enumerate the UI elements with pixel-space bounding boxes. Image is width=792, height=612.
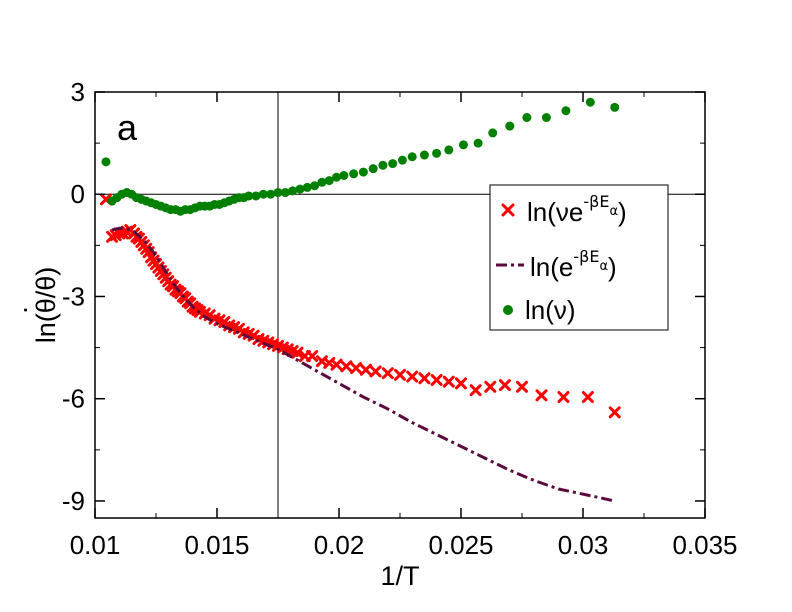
circle-marker-point xyxy=(368,164,378,174)
circle-marker-point xyxy=(310,181,320,191)
circle-marker-point xyxy=(358,167,368,177)
x-marker-point xyxy=(516,380,528,393)
circle-marker-point xyxy=(473,138,483,148)
x-marker-point xyxy=(469,384,482,397)
legend-box xyxy=(489,184,669,331)
circle-marker-point xyxy=(610,102,620,112)
circle-marker-point xyxy=(458,140,468,150)
series-circle xyxy=(101,97,620,216)
circle-marker-point xyxy=(288,186,298,196)
circle-marker-point xyxy=(432,148,442,158)
circle-marker-point xyxy=(541,113,551,123)
x-tick-label: 0.03 xyxy=(558,530,609,560)
dash-dot-series-line xyxy=(111,226,616,503)
x-tick-label: 0.015 xyxy=(184,530,249,560)
x-marker-point xyxy=(330,358,343,371)
x-marker-point xyxy=(455,377,467,390)
x-marker-point xyxy=(369,365,382,378)
circle-marker-point xyxy=(388,159,398,169)
circle-marker-point xyxy=(585,97,595,107)
x-marker-point xyxy=(484,380,497,393)
y-axis-title-numerator: θ xyxy=(31,298,61,313)
legend-label-circle-series: ln(ν) xyxy=(525,295,576,325)
y-tick-label: -6 xyxy=(62,384,85,414)
x-marker-point xyxy=(381,367,394,380)
legend-marker-x xyxy=(501,203,515,217)
x-marker-point xyxy=(394,368,406,381)
x-marker-point xyxy=(350,362,363,375)
circle-marker-point xyxy=(419,150,429,160)
circle-marker-point xyxy=(302,182,312,192)
x-axis-title: 1/T xyxy=(380,561,419,591)
x-tick-label: 0.01 xyxy=(70,530,121,560)
x-marker-point xyxy=(406,370,419,383)
x-marker-point xyxy=(557,391,570,404)
x-tick-label: 0.025 xyxy=(428,530,493,560)
legend: ln(νe-βEα) ln(e-βEα) ln(ν) xyxy=(489,184,669,331)
y-axis-title-overdot: · xyxy=(9,306,39,315)
circle-marker-point xyxy=(561,106,571,116)
x-marker-point xyxy=(430,373,443,386)
panel-label: a xyxy=(117,107,138,148)
circle-marker-point xyxy=(317,177,327,187)
x-marker-point xyxy=(535,389,548,402)
x-tick-label: 0.02 xyxy=(314,530,365,560)
circle-marker-point xyxy=(295,184,305,194)
y-axis-title-denominator: /θ) xyxy=(31,267,61,299)
circle-marker-point xyxy=(332,172,342,182)
circle-marker-point xyxy=(407,152,417,162)
x-marker-point xyxy=(359,363,372,376)
x-marker-point xyxy=(608,406,621,419)
series-layer xyxy=(99,97,621,503)
x-marker-point xyxy=(498,379,511,392)
circle-marker-point xyxy=(505,121,515,131)
circle-marker-point xyxy=(258,189,268,199)
series-dash-dot xyxy=(111,226,616,503)
circle-marker-point xyxy=(244,191,254,201)
circle-marker-point xyxy=(339,170,349,180)
circle-marker-point xyxy=(522,113,532,123)
circle-marker-point xyxy=(266,189,276,199)
x-marker-point xyxy=(581,391,594,404)
x-marker-point xyxy=(418,372,431,385)
legend-marker-circle xyxy=(503,305,513,315)
circle-marker-point xyxy=(273,188,283,198)
circle-marker-point xyxy=(349,169,359,179)
legend-entry-line-series: ln(e-βEα) xyxy=(496,247,617,282)
y-tick-label: -9 xyxy=(62,486,85,516)
x-marker-point xyxy=(340,360,353,373)
circle-marker-point xyxy=(280,188,290,198)
svg-text:ln(θ/θ): ln(θ/θ) xyxy=(31,267,61,344)
circle-marker-point xyxy=(324,176,334,186)
circle-marker-point xyxy=(251,191,261,201)
y-tick-label: -3 xyxy=(62,281,85,311)
circle-marker-point xyxy=(101,157,111,167)
circle-marker-point xyxy=(397,155,407,165)
circle-marker-point xyxy=(488,128,498,138)
x-tick-label: 0.035 xyxy=(672,530,737,560)
y-tick-label: 3 xyxy=(71,77,85,107)
ticks-layer: 0.01 0.015 0.02 0.025 0.03 0.035 3 0 -3 -6 -9 xyxy=(62,77,738,560)
x-marker-point xyxy=(291,346,304,359)
y-tick-label: 0 xyxy=(71,179,85,209)
legend-entry-x-series: ln(νe-βEα) xyxy=(501,192,627,227)
circle-marker-point xyxy=(378,160,388,170)
y-axis-title-prefix: ln( xyxy=(31,313,61,343)
x-marker-point xyxy=(442,375,455,388)
legend-entry-circle-series: ln(ν) xyxy=(503,295,576,325)
y-axis-title: ln(θ/θ) · xyxy=(9,267,61,344)
circle-marker-point xyxy=(444,145,454,155)
legend-label-line-series: ln(e-βEα) xyxy=(530,247,617,282)
legend-label-x-series: ln(νe-βEα) xyxy=(527,192,627,227)
x-marker-point xyxy=(306,350,319,363)
